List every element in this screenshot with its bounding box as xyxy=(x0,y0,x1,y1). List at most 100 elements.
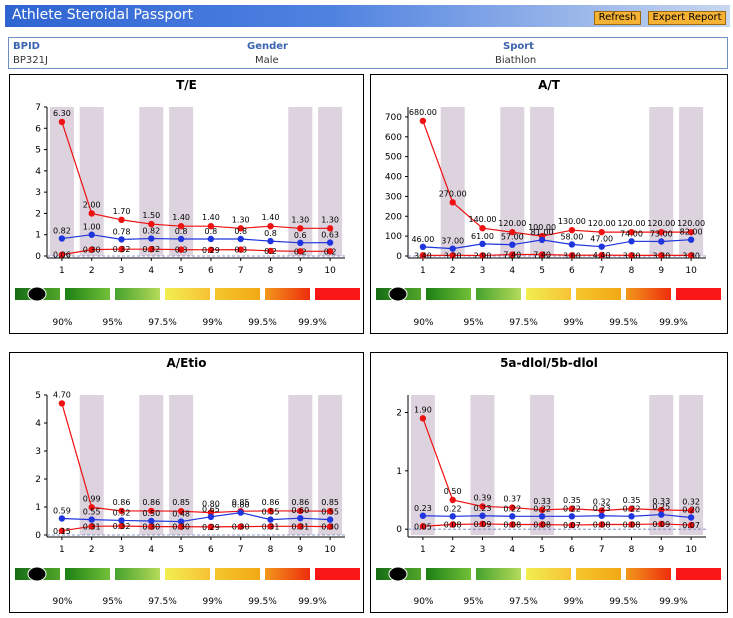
data-point xyxy=(207,513,215,520)
title-bar: Athlete Steroidal Passport xyxy=(5,5,730,27)
x-tick-label: 2 xyxy=(450,266,456,276)
legend-segment xyxy=(115,288,160,300)
data-label: 130.00 xyxy=(558,217,586,226)
data-point xyxy=(509,228,516,236)
data-label: 4.40 xyxy=(593,251,611,260)
data-label: 120.00 xyxy=(498,219,526,228)
series-line-2 xyxy=(61,525,331,532)
bpid-label: BPID xyxy=(13,41,40,52)
data-label: 0.22 xyxy=(503,504,521,513)
legend-segment xyxy=(576,288,621,300)
shaded-test-band xyxy=(169,107,194,256)
series-line-2 xyxy=(61,248,331,256)
data-label: 0.08 xyxy=(623,521,641,530)
te-chart: 0 1 2 3 4 5 6 7 1 2 3 4 5 6 7 8 9 10 6.30 2.00 1.70 1.50 1.40 1… xyxy=(15,103,360,328)
shaded-test-band xyxy=(530,107,555,256)
data-label: 0.08 xyxy=(444,521,462,530)
percentile-label: 90% xyxy=(52,318,72,328)
data-label: 0.15 xyxy=(53,527,71,536)
data-point xyxy=(237,225,244,232)
data-label: 0.31 xyxy=(291,522,309,531)
legend-segment xyxy=(165,288,210,300)
data-point xyxy=(628,521,635,528)
data-label: 7.40 xyxy=(503,251,521,260)
data-label: 57.00 xyxy=(501,233,524,242)
data-label: 0.05 xyxy=(414,522,432,531)
data-point xyxy=(658,520,665,528)
legend-segment xyxy=(476,568,521,580)
expert-report-button[interactable]: Expert Report xyxy=(648,11,726,25)
percentile-label: 99% xyxy=(563,318,583,328)
data-point xyxy=(326,523,334,530)
y-tick-label: 700 xyxy=(385,113,402,123)
data-label: 73.00 xyxy=(650,229,673,238)
legend-segment xyxy=(476,288,521,300)
legend-segment xyxy=(65,288,110,300)
data-point xyxy=(419,252,427,259)
data-point xyxy=(419,523,427,530)
data-label: 0.22 xyxy=(533,504,551,513)
chart-panel-te: T/E 0 1 2 3 4 5 6 7 1 2 3 4 5 6 7 8 9 10 6.30 2.00 1.70 1.50 1… xyxy=(9,74,364,334)
data-point xyxy=(479,224,486,232)
sport-label: Sport xyxy=(503,41,534,52)
data-label: 74.00 xyxy=(620,229,643,238)
refresh-button[interactable]: Refresh xyxy=(594,11,641,25)
data-label: 0.55 xyxy=(83,508,101,517)
percentile-label: 90% xyxy=(52,597,72,607)
data-label: 1.40 xyxy=(202,213,220,222)
data-label: 0.80 xyxy=(202,500,220,509)
data-point xyxy=(58,400,66,407)
data-label: 0.32 xyxy=(142,245,160,254)
data-point xyxy=(58,515,66,522)
data-label: 0.2 xyxy=(294,247,307,256)
data-point xyxy=(509,513,516,520)
data-label: 0.23 xyxy=(414,504,432,513)
y-tick-label: 1 xyxy=(396,467,402,477)
data-point xyxy=(118,236,125,243)
data-point xyxy=(88,516,95,523)
percentile-label: 99.9% xyxy=(659,597,688,607)
percentile-label: 95% xyxy=(102,318,122,328)
data-label: 0.86 xyxy=(291,498,309,507)
data-point xyxy=(449,199,456,206)
x-tick-label: 1 xyxy=(59,266,65,276)
data-point xyxy=(449,245,456,252)
data-label: 0.52 xyxy=(113,508,131,517)
data-point xyxy=(267,237,274,245)
data-point xyxy=(479,252,486,259)
x-tick-label: 5 xyxy=(539,545,545,555)
x-tick-label: 5 xyxy=(178,545,184,555)
data-label: 0.06 xyxy=(53,251,71,260)
data-label: 1.00 xyxy=(83,223,101,232)
data-label: 3.30 xyxy=(682,251,700,260)
data-point xyxy=(687,521,695,529)
data-point xyxy=(177,246,185,253)
series-line-1 xyxy=(422,239,692,250)
data-point xyxy=(628,238,635,245)
x-tick-label: 8 xyxy=(629,266,635,276)
data-point xyxy=(297,248,304,255)
black-oval-marker-icon xyxy=(388,566,408,582)
data-point xyxy=(326,248,334,255)
at-chart: 0 100 200 300 400 500 600 700 1 2 3 4 5 6 7 8 9 10 680.00 2… xyxy=(376,107,721,328)
y-tick-label: 0 xyxy=(396,525,402,535)
data-label: 46.00 xyxy=(411,235,434,244)
percentile-label: 99.5% xyxy=(248,597,277,607)
data-label: 0.23 xyxy=(593,504,611,513)
data-label: 120.00 xyxy=(618,219,646,228)
data-point xyxy=(267,223,274,230)
x-tick-label: 3 xyxy=(480,266,486,276)
percentile-label: 99.9% xyxy=(298,318,327,328)
data-point xyxy=(658,228,665,236)
legend-segment xyxy=(626,568,671,580)
data-point xyxy=(538,236,546,244)
chart-panel-at: A/T 0 100 200 300 400 500 600 700 1 2 3 4 5 6 7 8 9 10 680… xyxy=(370,74,728,334)
x-tick-label: 7 xyxy=(599,545,605,555)
data-point xyxy=(207,246,215,254)
y-tick-label: 600 xyxy=(385,133,402,143)
x-tick-label: 7 xyxy=(599,266,605,276)
data-label: 0.48 xyxy=(172,510,190,519)
data-label: 3.20 xyxy=(444,251,462,260)
